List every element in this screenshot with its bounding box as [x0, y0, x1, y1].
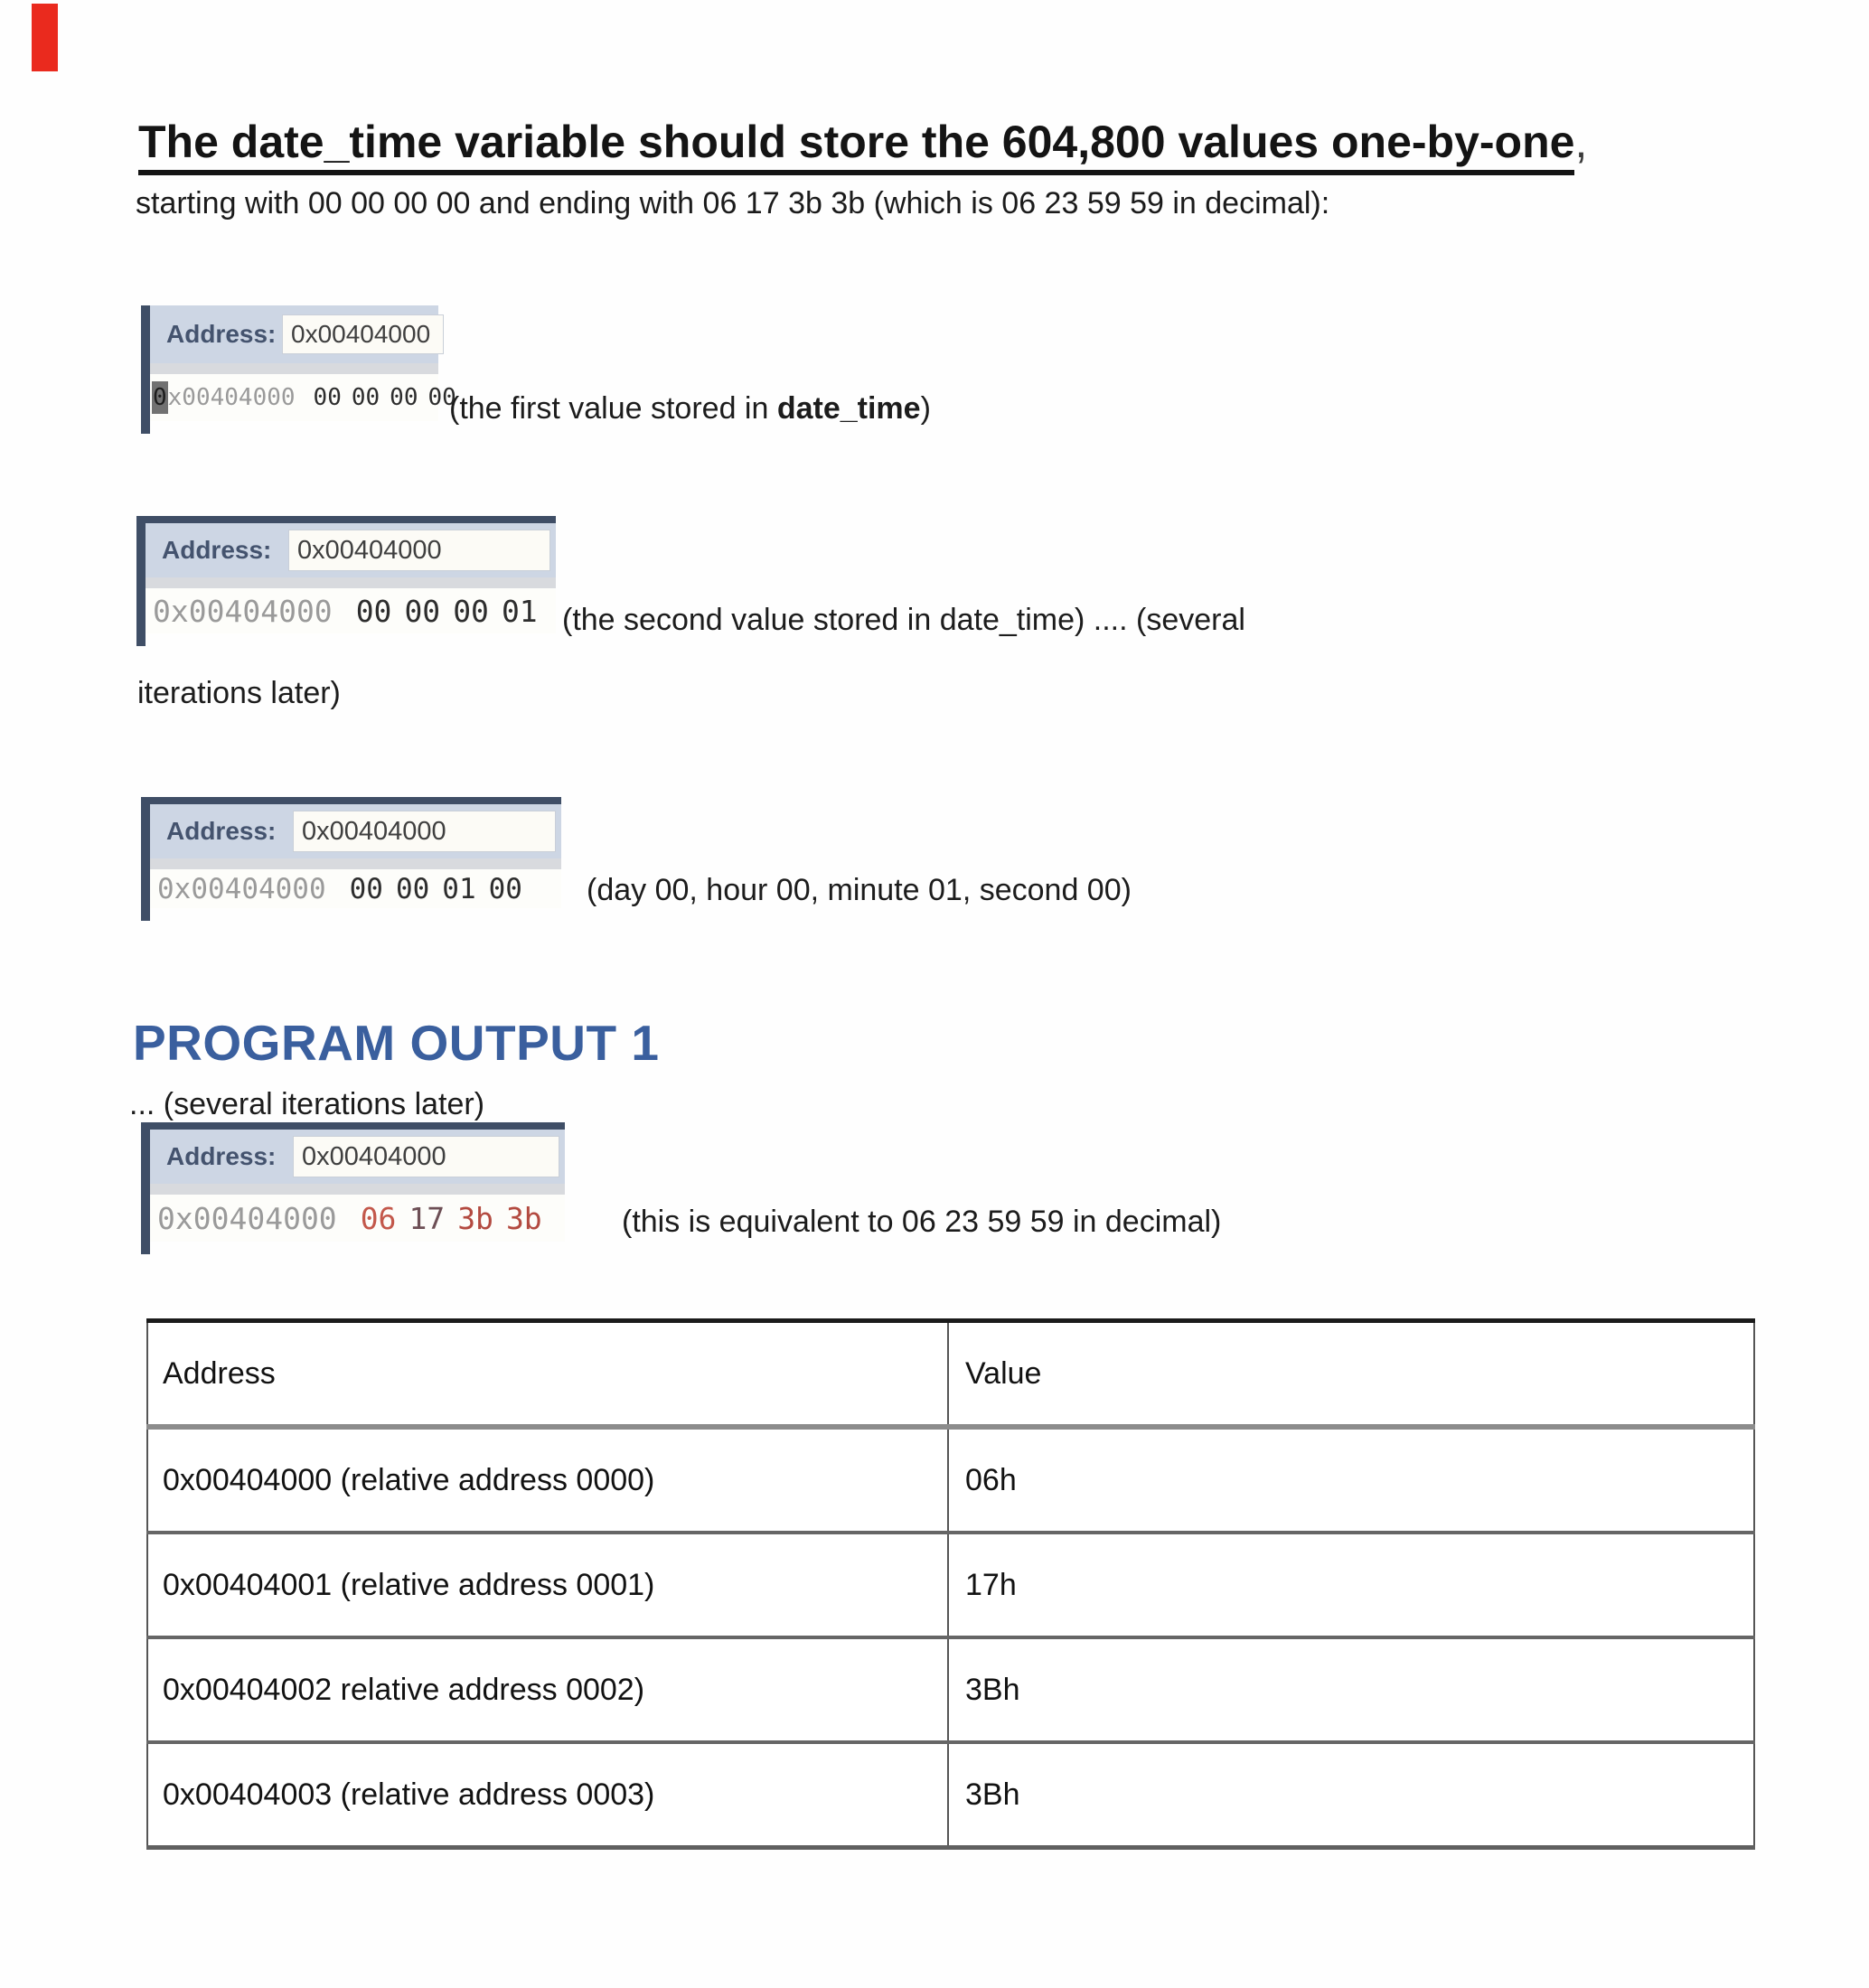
- viewer-1-caption: (the first value stored in date_time): [449, 389, 931, 428]
- address-cell: 0x00404000 (relative address 0000): [146, 1427, 949, 1534]
- byte-value: 00: [488, 872, 522, 905]
- value-cell: 3Bh: [947, 1637, 1755, 1744]
- value-cell: 3Bh: [947, 1742, 1755, 1850]
- address-label: Address:: [166, 817, 277, 845]
- byte-value: 00: [427, 384, 456, 411]
- byte-value: 00: [351, 384, 380, 411]
- memory-dump-row[interactable]: 0x00404000 00 00 00 00: [150, 374, 456, 421]
- dump-address: 0x00404000: [157, 1200, 337, 1236]
- viewer-top-strip: [136, 516, 556, 523]
- page-title-comma: ,: [1574, 117, 1588, 167]
- viewer-top-strip: [141, 797, 561, 804]
- address-label: Address:: [162, 536, 272, 564]
- viewer-4-caption: (this is equivalent to 06 23 59 59 in de…: [622, 1205, 1222, 1239]
- table-row: 0x00404002 relative address 0002) 3Bh: [146, 1637, 1755, 1744]
- value-cell: 06h: [947, 1427, 1755, 1534]
- table-row: 0x00404001 (relative address 0001) 17h: [146, 1533, 1755, 1639]
- memory-viewer-header: Address: 0x00404000: [146, 523, 556, 578]
- page-title: The date_time variable should store the …: [138, 116, 1588, 175]
- byte-value: 00: [395, 872, 430, 905]
- table-header-row: Address Value: [146, 1318, 1755, 1430]
- memory-viewer-1: Address: 0x00404000 0x00404000 00 00 00 …: [141, 305, 456, 434]
- byte-value: 01: [501, 593, 538, 629]
- viewer-top-strip: [141, 1122, 565, 1130]
- column-header-address: Address: [146, 1318, 949, 1430]
- viewer-separator: [150, 363, 438, 374]
- viewer-3-caption: (day 00, hour 00, minute 01, second 00): [587, 873, 1132, 907]
- address-cell: 0x00404003 (relative address 0003): [146, 1742, 949, 1850]
- dump-address: 0x00404000: [157, 872, 326, 905]
- caption-text: ): [920, 391, 931, 426]
- address-cell: 0x00404001 (relative address 0001): [146, 1533, 949, 1639]
- byte-value: 3b: [505, 1200, 542, 1236]
- byte-value: 00: [349, 872, 383, 905]
- memory-viewer-header: Address: 0x00404000: [150, 1130, 565, 1185]
- address-input[interactable]: 0x00404000: [288, 530, 550, 571]
- viewer-separator: [146, 577, 556, 588]
- caption-bold-text: date_time: [776, 391, 921, 426]
- subtitle: starting with 00 00 00 00 and ending wit…: [136, 186, 1330, 220]
- address-value-table: Address Value 0x00404000 (relative addre…: [146, 1318, 1755, 1850]
- viewer-separator: [150, 1184, 565, 1195]
- memory-dump-row[interactable]: 0x00404000 00 00 00 01: [146, 588, 556, 633]
- caption-continuation: iterations later): [137, 676, 341, 710]
- pre-viewer-line: ... (several iterations later): [129, 1087, 485, 1121]
- table-row: 0x00404003 (relative address 0003) 3Bh: [146, 1742, 1755, 1850]
- byte-value: 00: [355, 593, 392, 629]
- address-label: Address:: [166, 320, 277, 348]
- page-title-text: The date_time variable should store the …: [138, 117, 1575, 175]
- address-input[interactable]: 0x00404000: [293, 811, 556, 852]
- memory-viewer-header: Address: 0x00404000: [150, 804, 561, 859]
- memory-dump-row[interactable]: 0x00404000 06 17 3b 3b: [150, 1195, 565, 1242]
- section-heading: PROGRAM OUTPUT 1: [133, 1015, 660, 1071]
- column-header-value: Value: [947, 1318, 1755, 1430]
- value-cell: 17h: [947, 1533, 1755, 1639]
- dump-cursor: 0: [152, 381, 168, 414]
- byte-value: 3b: [457, 1200, 493, 1236]
- address-input[interactable]: 0x00404000: [282, 314, 444, 354]
- memory-dump-row[interactable]: 0x00404000 00 00 01 00: [150, 869, 561, 908]
- memory-viewer-header: Address: 0x00404000: [150, 305, 444, 364]
- viewer-2-caption: (the second value stored in date_time) .…: [562, 603, 1245, 637]
- address-label: Address:: [166, 1142, 277, 1170]
- byte-value: 01: [442, 872, 476, 905]
- dump-address: 0x00404000: [153, 593, 333, 629]
- dump-address-rest: x00404000: [167, 384, 296, 411]
- byte-value: 00: [453, 593, 489, 629]
- address-input[interactable]: 0x00404000: [293, 1136, 559, 1177]
- byte-value: 00: [390, 384, 418, 411]
- byte-value: 00: [404, 593, 441, 629]
- table-row: 0x00404000 (relative address 0000) 06h: [146, 1427, 1755, 1534]
- byte-value: 00: [313, 384, 342, 411]
- byte-value: 17: [409, 1200, 446, 1236]
- byte-value: 06: [360, 1200, 397, 1236]
- red-marker: [32, 4, 58, 71]
- address-cell: 0x00404002 relative address 0002): [146, 1637, 949, 1744]
- dump-address: 0x00404000: [152, 381, 296, 414]
- memory-viewer-4: Address: 0x00404000 0x00404000 06 17 3b …: [141, 1122, 565, 1254]
- viewer-separator: [150, 858, 561, 869]
- caption-text: (the first value stored in: [449, 391, 777, 426]
- memory-viewer-2: Address: 0x00404000 0x00404000 00 00 00 …: [136, 516, 556, 646]
- memory-viewer-3: Address: 0x00404000 0x00404000 00 00 01 …: [141, 797, 561, 921]
